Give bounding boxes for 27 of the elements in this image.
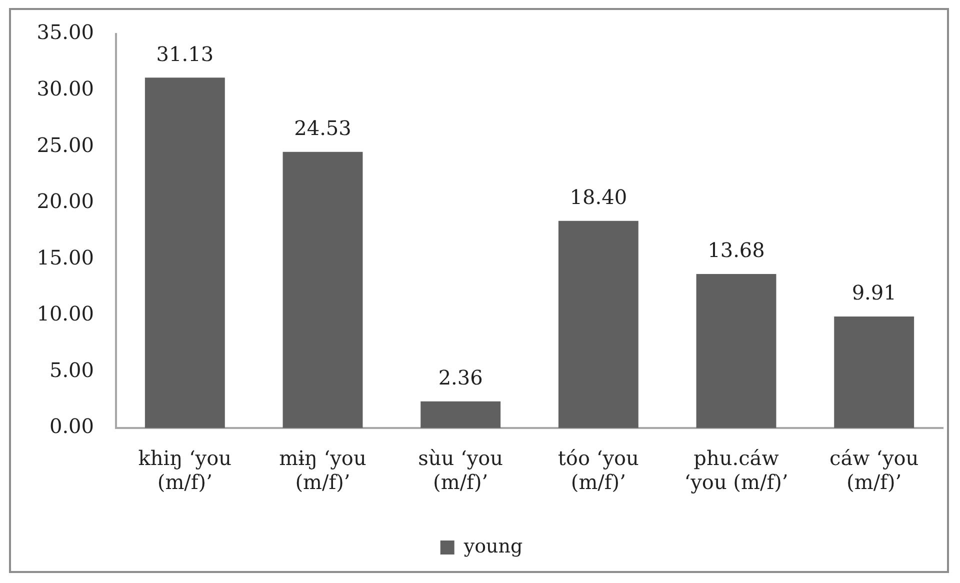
bar [420, 401, 501, 428]
data-label: 18.40 [570, 185, 628, 210]
bar [144, 78, 225, 428]
x-tick-label: cáw ‘you (m/f)’ [829, 446, 919, 494]
x-tick-label: khiŋ ‘you (m/f)’ [138, 446, 232, 494]
legend-label: young [462, 535, 523, 558]
bar [834, 316, 914, 428]
x-tick-label: mɨŋ ‘you (m/f)’ [279, 446, 366, 494]
x-tick-label: tóo ‘you (m/f)’ [558, 446, 640, 494]
y-tick-label: 5.00 [49, 358, 94, 382]
y-tick-label: 35.00 [36, 20, 94, 44]
y-tick-label: 25.00 [36, 132, 94, 157]
y-tick-label: 30.00 [36, 76, 94, 100]
data-label: 13.68 [708, 238, 765, 262]
y-tick-label: 15.00 [36, 245, 94, 270]
y-tick-label: 0.00 [49, 414, 94, 438]
data-label: 2.36 [438, 366, 483, 390]
bar [558, 220, 638, 428]
bar [696, 274, 776, 428]
x-tick-label: sùu ‘you (m/f)’ [418, 446, 504, 494]
data-label: 31.13 [156, 42, 214, 66]
y-tick-label: 10.00 [36, 302, 94, 326]
data-label: 24.53 [294, 116, 352, 140]
data-label: 9.91 [852, 280, 896, 305]
x-tick-label: phu.cáw ‘you (m/f)’ [684, 446, 788, 494]
y-tick-label: 20.00 [36, 189, 94, 214]
bar [282, 152, 363, 428]
